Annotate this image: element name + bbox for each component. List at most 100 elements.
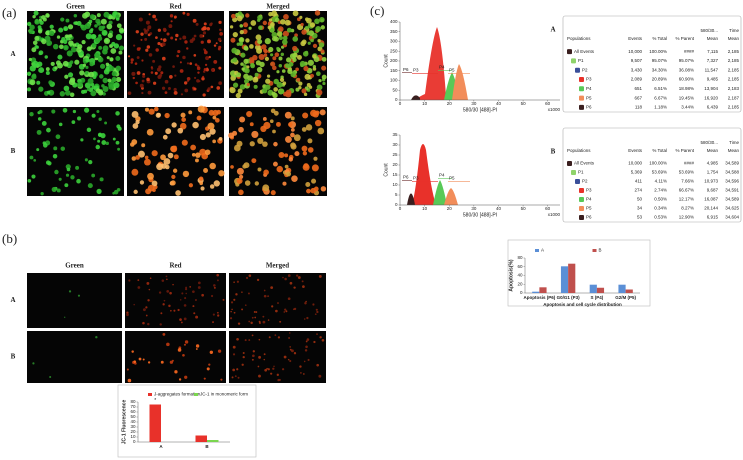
cell bbox=[303, 360, 306, 363]
cell bbox=[36, 61, 43, 67]
cell bbox=[108, 15, 113, 20]
cell bbox=[160, 154, 166, 161]
cell bbox=[276, 46, 280, 51]
cell bbox=[202, 93, 206, 97]
cell bbox=[109, 57, 114, 62]
micrograph-bg bbox=[27, 107, 124, 196]
cell bbox=[136, 71, 141, 75]
cell bbox=[218, 20, 222, 24]
cell bbox=[245, 38, 250, 43]
micrograph bbox=[229, 10, 327, 99]
cell bbox=[181, 139, 188, 146]
cell bbox=[68, 40, 74, 46]
cell bbox=[212, 313, 215, 316]
cell bbox=[231, 13, 236, 19]
table-header: Mean bbox=[707, 36, 719, 41]
cell bbox=[292, 45, 298, 52]
cell bbox=[241, 291, 243, 293]
cell bbox=[270, 108, 276, 114]
cell bbox=[145, 48, 149, 52]
table-cell: 667 bbox=[634, 95, 642, 100]
cell bbox=[244, 78, 249, 84]
y-tick-label: 400 bbox=[390, 19, 398, 24]
table-cell: 2,185 bbox=[728, 77, 740, 82]
cell bbox=[129, 142, 135, 147]
cell bbox=[161, 279, 165, 282]
cell bbox=[272, 65, 277, 71]
cell bbox=[155, 48, 159, 52]
y-tick-label: 15 bbox=[392, 172, 398, 177]
cell bbox=[34, 18, 40, 24]
cell bbox=[100, 18, 107, 25]
cell bbox=[99, 177, 104, 182]
cell bbox=[231, 47, 238, 54]
cell bbox=[257, 167, 262, 172]
cell bbox=[210, 68, 214, 72]
population-swatch bbox=[579, 206, 584, 211]
y-tick-label: 300 bbox=[390, 39, 398, 44]
table-cell: P1 bbox=[578, 170, 584, 175]
cell bbox=[216, 311, 219, 314]
cell bbox=[235, 293, 238, 296]
cell bbox=[244, 304, 247, 306]
cell bbox=[232, 353, 236, 356]
table-cell: 0.50% bbox=[654, 197, 667, 202]
column-header: Red bbox=[169, 262, 181, 270]
cell bbox=[293, 286, 296, 289]
cell bbox=[174, 16, 177, 19]
bar bbox=[568, 263, 576, 293]
y-tick-label: 50 bbox=[392, 87, 398, 92]
cell bbox=[173, 90, 178, 95]
cell bbox=[282, 30, 289, 37]
cell bbox=[262, 184, 270, 192]
cell bbox=[37, 25, 42, 30]
cell bbox=[46, 90, 51, 95]
cell bbox=[174, 38, 178, 41]
micrograph-bg bbox=[27, 331, 122, 383]
cell bbox=[179, 37, 182, 41]
chart-frame bbox=[117, 384, 257, 458]
cell bbox=[46, 40, 53, 47]
cell bbox=[236, 368, 239, 371]
x-tick-label: G0/G1 (P3) bbox=[557, 295, 581, 300]
cell bbox=[79, 70, 85, 76]
cell bbox=[305, 182, 311, 188]
cell bbox=[75, 165, 80, 170]
cell bbox=[110, 79, 115, 84]
table-cell: 12.17% bbox=[679, 197, 694, 202]
cell bbox=[241, 308, 244, 311]
population-swatch bbox=[579, 95, 584, 101]
cell bbox=[26, 71, 32, 76]
cell bbox=[314, 10, 321, 16]
cell bbox=[102, 86, 109, 92]
cell bbox=[115, 140, 120, 145]
table-cell: All Events bbox=[574, 161, 595, 166]
cell bbox=[193, 54, 197, 57]
cell bbox=[160, 360, 164, 364]
table-cell: 18.98% bbox=[679, 86, 694, 91]
cell bbox=[272, 129, 276, 134]
table-label: A bbox=[550, 26, 555, 34]
cell bbox=[265, 78, 271, 84]
cell bbox=[152, 81, 157, 85]
cell bbox=[263, 48, 268, 53]
table-cell: 2,089 bbox=[631, 77, 643, 82]
cell bbox=[206, 26, 211, 31]
cell bbox=[240, 52, 246, 58]
y-tick-label: 80 bbox=[517, 255, 523, 260]
table-cell: 100.00% bbox=[649, 161, 667, 166]
cell bbox=[146, 45, 151, 49]
cell bbox=[131, 168, 139, 176]
cell bbox=[317, 127, 325, 135]
cell bbox=[270, 372, 273, 375]
cell bbox=[147, 322, 150, 326]
population-swatch bbox=[579, 197, 584, 202]
cell bbox=[194, 63, 198, 66]
cell bbox=[217, 314, 220, 317]
cell bbox=[264, 368, 268, 372]
cell bbox=[180, 112, 186, 118]
cell bbox=[318, 274, 322, 278]
cell bbox=[184, 340, 189, 344]
gate-label: P3 bbox=[413, 176, 419, 181]
cell bbox=[321, 338, 325, 342]
